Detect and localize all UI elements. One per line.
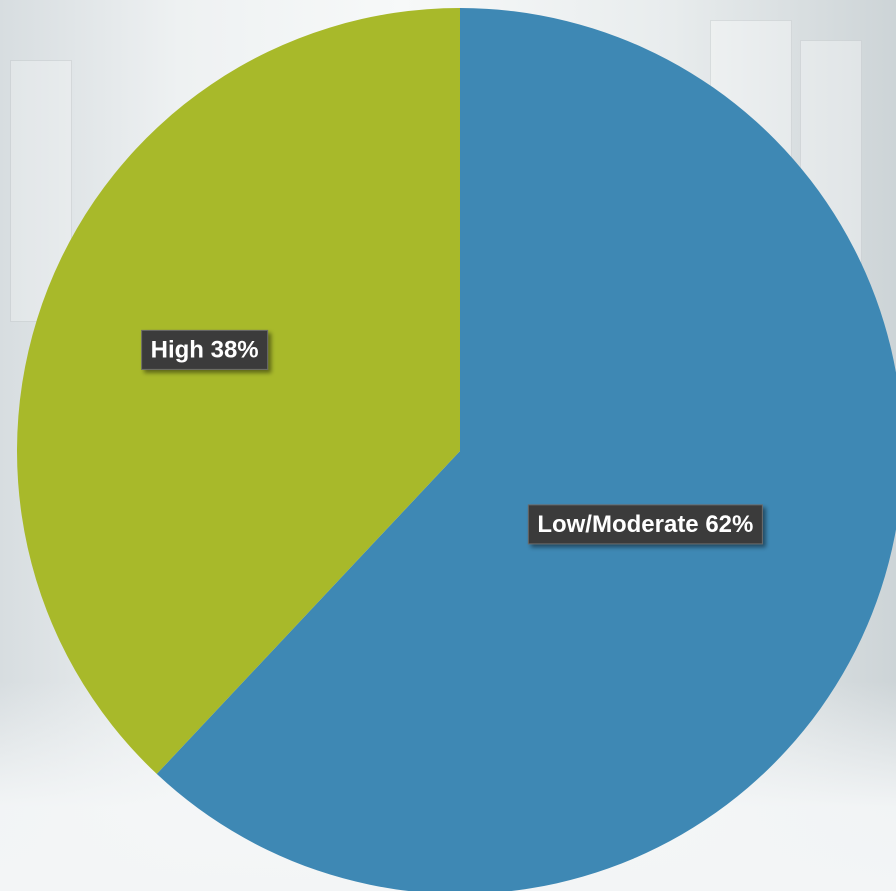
pie-slice-low-moderate — [156, 8, 896, 891]
data-label-text: Low/Moderate 62% — [537, 511, 753, 538]
data-label-high: High 38% — [141, 329, 269, 370]
data-label-text: High 38% — [151, 336, 259, 363]
data-label-box — [527, 504, 763, 545]
data-label-box — [141, 329, 269, 370]
pie-data-labels: Low/Moderate 62% High 38% — [141, 329, 763, 545]
pie-slice-high — [16, 8, 461, 774]
data-label-low-moderate: Low/Moderate 62% — [527, 504, 763, 545]
pie-slices — [16, 8, 896, 891]
